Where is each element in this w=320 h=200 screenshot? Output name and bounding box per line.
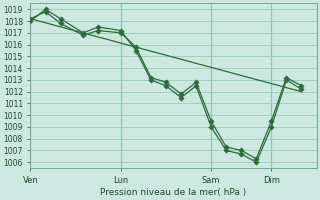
X-axis label: Pression niveau de la mer( hPa ): Pression niveau de la mer( hPa ) [100, 188, 247, 197]
